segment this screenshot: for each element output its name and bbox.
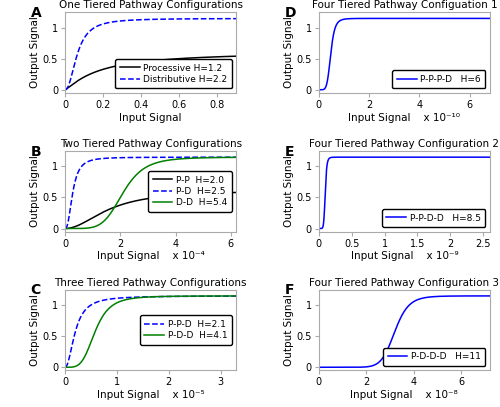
Legend: P-P-D-D   H=8.5: P-P-D-D H=8.5: [382, 209, 486, 227]
Y-axis label: Output Signal: Output Signal: [30, 17, 40, 88]
Title: Three Tiered Pathway Configurations: Three Tiered Pathway Configurations: [54, 278, 247, 287]
Y-axis label: Output Signal: Output Signal: [284, 294, 294, 366]
Title: Four Tiered Pathway Configuration 3: Four Tiered Pathway Configuration 3: [310, 278, 500, 287]
X-axis label: Input Signal    x 10⁻⁸: Input Signal x 10⁻⁸: [350, 390, 458, 400]
Text: C: C: [30, 283, 41, 297]
Title: Four Tiered Pathway Configuation 1: Four Tiered Pathway Configuation 1: [312, 0, 497, 10]
X-axis label: Input Signal    x 10⁻¹⁰: Input Signal x 10⁻¹⁰: [348, 113, 461, 123]
Legend: P-P  H=2.0, P-D  H=2.5, D-D  H=5.4: P-P H=2.0, P-D H=2.5, D-D H=5.4: [148, 171, 232, 212]
Text: D: D: [284, 6, 296, 20]
Text: A: A: [30, 6, 42, 20]
Title: Two Tiered Pathway Configurations: Two Tiered Pathway Configurations: [60, 139, 242, 149]
Legend: P-P-P-D   H=6: P-P-P-D H=6: [392, 70, 486, 88]
Title: One Tiered Pathway Configurations: One Tiered Pathway Configurations: [58, 0, 242, 10]
X-axis label: Input Signal: Input Signal: [120, 113, 182, 123]
Text: E: E: [284, 144, 294, 158]
Text: B: B: [30, 144, 42, 158]
X-axis label: Input Signal    x 10⁻⁹: Input Signal x 10⁻⁹: [350, 252, 458, 261]
Legend: P-D-D-D   H=11: P-D-D-D H=11: [383, 348, 486, 366]
Y-axis label: Output Signal: Output Signal: [30, 155, 40, 227]
Text: F: F: [284, 283, 294, 297]
Legend: P-P-D  H=2.1, P-D-D  H=4.1: P-P-D H=2.1, P-D-D H=4.1: [140, 315, 232, 345]
X-axis label: Input Signal    x 10⁻⁴: Input Signal x 10⁻⁴: [97, 252, 204, 261]
Y-axis label: Output Signal: Output Signal: [284, 17, 294, 88]
Legend: Processive H=1.2, Distributive H=2.2: Processive H=1.2, Distributive H=2.2: [115, 59, 232, 88]
Y-axis label: Output Signal: Output Signal: [284, 155, 294, 227]
X-axis label: Input Signal    x 10⁻⁵: Input Signal x 10⁻⁵: [97, 390, 204, 400]
Title: Four Tiered Pathway Configuration 2: Four Tiered Pathway Configuration 2: [310, 139, 500, 149]
Y-axis label: Output Signal: Output Signal: [30, 294, 40, 366]
